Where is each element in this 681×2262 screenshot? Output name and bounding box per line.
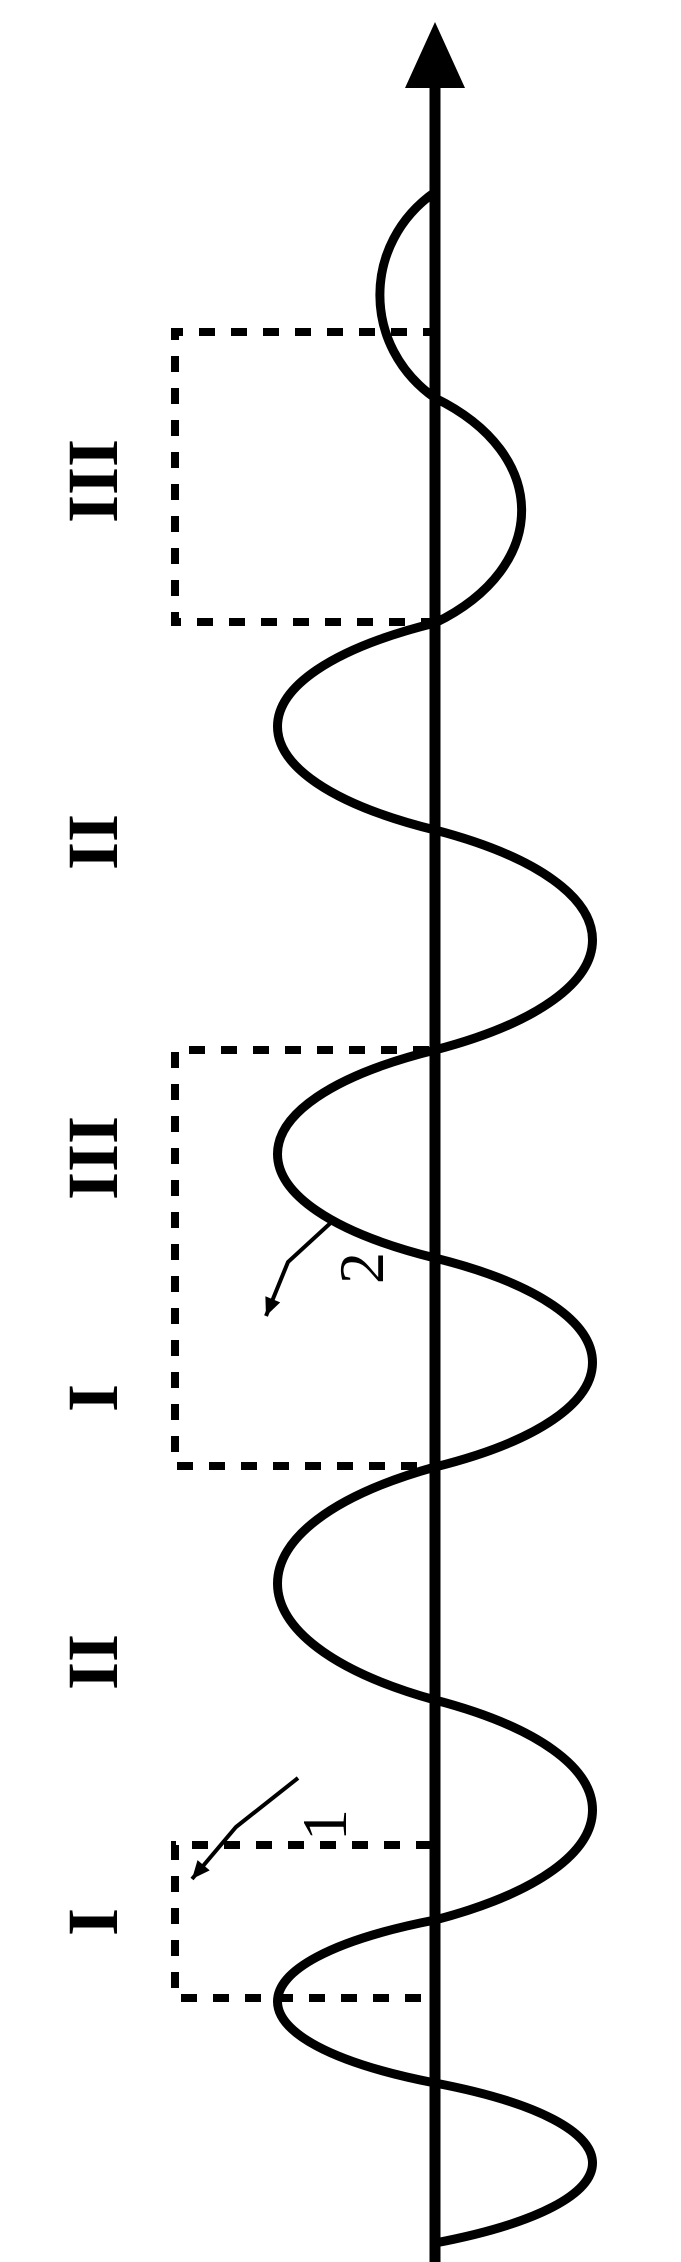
leader-label: 2 xyxy=(326,1252,397,1284)
roman-label: III xyxy=(53,439,133,523)
roman-label: II xyxy=(53,814,133,870)
figure-canvas: IIIIIIIIIIII12 xyxy=(0,0,681,2262)
leader-label-text: 1 xyxy=(289,1809,360,1841)
roman-label: III xyxy=(53,1116,133,1200)
square-wave xyxy=(175,282,435,2048)
roman-label-text: III xyxy=(53,439,133,523)
roman-label: I xyxy=(53,1908,133,1936)
leader-line xyxy=(192,1778,298,1879)
roman-label: II xyxy=(53,1634,133,1690)
roman-label-text: I xyxy=(53,1908,133,1936)
roman-label-text: III xyxy=(53,1116,133,1200)
leader-label-text: 2 xyxy=(326,1252,397,1284)
roman-label-text: II xyxy=(53,814,133,870)
leader-label: 1 xyxy=(289,1809,360,1841)
roman-label-text: I xyxy=(53,1384,133,1412)
roman-label: I xyxy=(53,1384,133,1412)
figure-svg: IIIIIIIIIIII12 xyxy=(0,0,681,2262)
roman-label-text: II xyxy=(53,1634,133,1690)
